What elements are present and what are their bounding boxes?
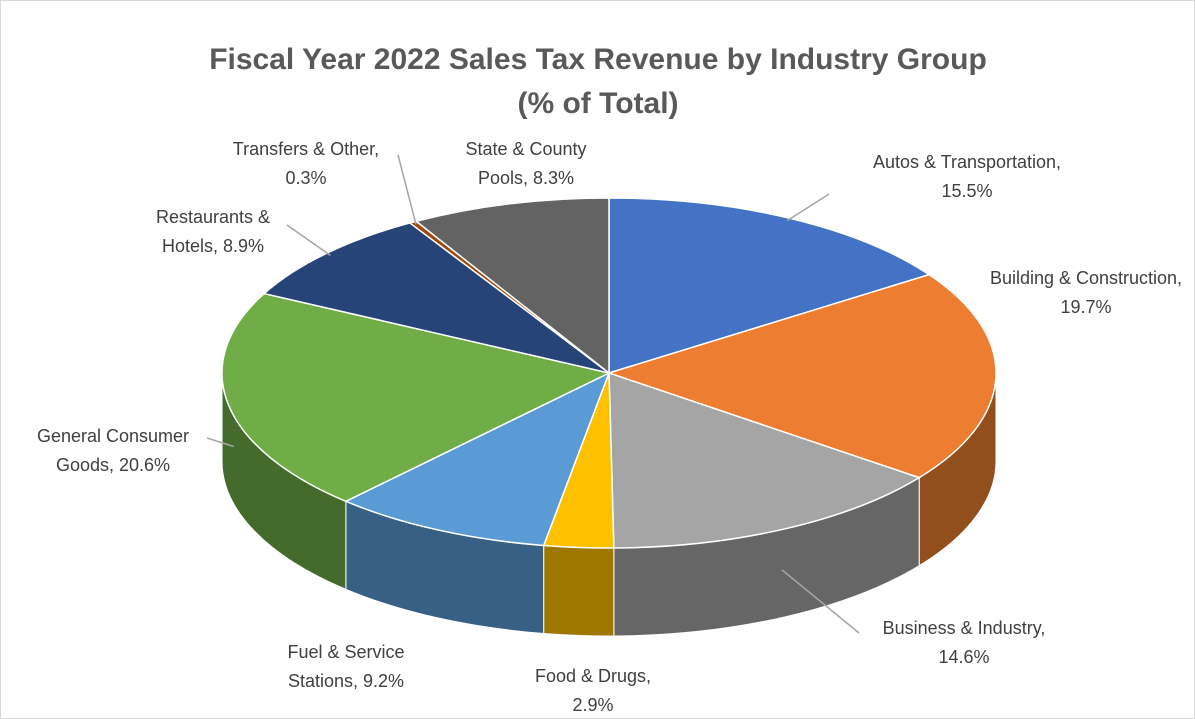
chart-title: Fiscal Year 2022 Sales Tax Revenue by In…: [209, 43, 987, 76]
pie-slice: [344, 371, 611, 547]
data-label: Business & Industry, 14.6%: [882, 618, 1046, 667]
data-label: Autos & Transportation, 15.5%: [872, 152, 1062, 201]
pie-slice: [606, 273, 997, 479]
pie-slice: [414, 197, 610, 375]
pie-slice-side: [543, 544, 615, 637]
leader-line: [286, 224, 331, 257]
data-label: Food & Drugs, 2.9%: [534, 666, 652, 715]
pie-slice: [608, 371, 921, 549]
leader-line: [786, 193, 830, 222]
data-label: Transfers & Other, 0.3%: [232, 139, 380, 188]
leader-line: [206, 437, 234, 448]
data-label: General Consumer Goods, 20.6%: [36, 426, 190, 475]
pie-slice: [262, 222, 610, 374]
leader-line: [781, 569, 860, 634]
data-label: Fuel & Service Stations, 9.2%: [287, 642, 405, 691]
data-label: Building & Construction, 19.7%: [989, 268, 1183, 317]
chart-title: (% of Total): [517, 87, 678, 120]
data-label: State & County Pools, 8.3%: [465, 139, 587, 188]
pie-slice: [221, 292, 612, 503]
data-label: Restaurants & Hotels, 8.9%: [155, 207, 271, 256]
leader-line: [397, 154, 417, 225]
